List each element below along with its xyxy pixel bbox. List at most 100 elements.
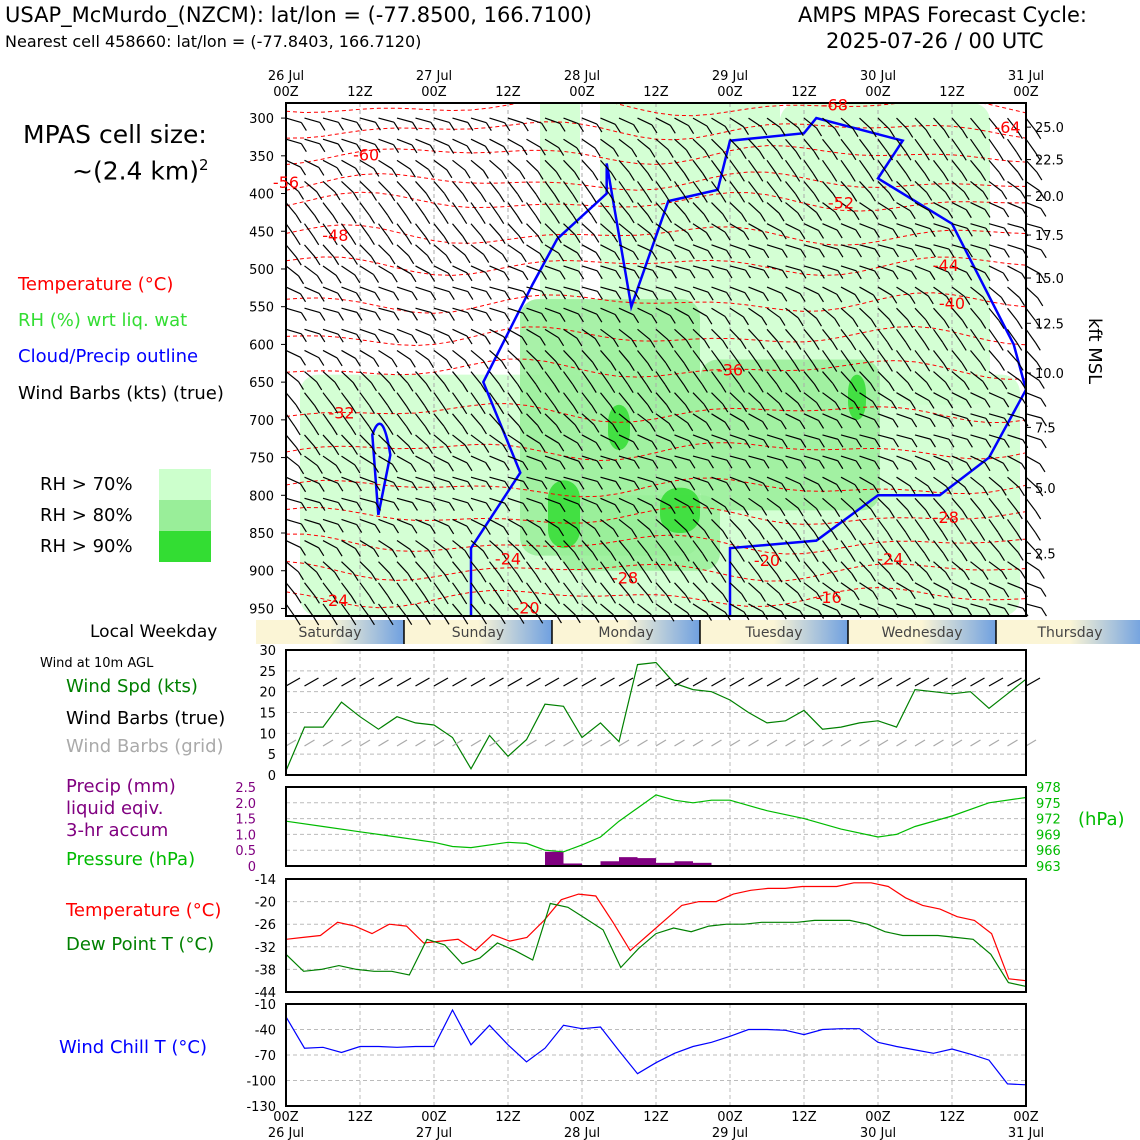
wind-barb [803,540,814,555]
wind-barb-flag [689,291,696,301]
wind-barb [285,265,299,277]
bottom-hour-label: 12Z [347,1110,373,1125]
wind-barb [341,497,358,504]
wind-barb [359,413,370,428]
wind-barb [359,117,376,123]
wind-barb-flag [480,573,487,583]
wind-barb-flag [516,405,523,415]
wind-barb [378,497,395,504]
wind-barb-flag [368,616,375,626]
wind-barb [674,518,687,531]
wind-barb [304,349,320,359]
wind-barb-flag [652,270,659,279]
wind-barb [544,518,559,529]
wind-barb [729,582,743,595]
wind-barb-flag [872,294,879,304]
wind-barb-flag [1040,417,1047,427]
wind-speed-line [285,661,1027,772]
wind-barb-flag [853,401,860,411]
wind-barb-flag [368,595,375,605]
wind-barb-flag [596,270,603,280]
wind-barb-flag [664,194,671,203]
wind-barb-flag [980,130,987,139]
wind-barb [896,434,913,440]
p-tick-label: 500 [249,263,274,278]
wind-barb-flag [688,315,695,325]
wind-barb [322,181,336,193]
wind-barb-flag [984,399,991,408]
wind-barb [785,223,801,232]
wind-barb [859,223,875,231]
wind-barb-flag [985,248,992,258]
wind-barb-flag [590,194,597,203]
local-weekday-label: Local Weekday [90,622,218,642]
wind-barb [600,392,611,406]
wind-barb-flag [559,481,566,490]
wind-barb-flag [1038,190,1045,199]
wind-barb [322,603,333,618]
wind-barb-flag [429,144,436,154]
wind-barb-flag [874,248,881,258]
wind-barb-flag [905,553,912,562]
wind-barb [433,223,445,237]
precip-bar [656,862,675,866]
top-hour-label: 00Z [865,85,891,100]
wind-barb-flag [633,314,640,324]
wind-barb [433,434,447,446]
wind-barb-flag [627,384,634,393]
wind-barb [766,519,778,532]
wind-barb-flag [595,252,602,261]
wind-barb-flag [295,594,302,604]
wind-barb-flag [389,445,396,455]
wind-barb-flag [356,143,363,153]
wind-barb [563,159,575,173]
wind-barb [896,223,912,230]
wind-barb-flag [407,573,414,582]
wind-barb-flag [722,340,729,349]
wind-barb-flag [984,209,991,218]
wind-barb-flag [535,193,542,203]
wind-barb [452,561,464,575]
wind-barb [896,181,909,194]
wind-barb [470,244,485,256]
wind-barb-flag [852,318,859,328]
wind-barb [433,181,445,194]
wind-barb [637,350,649,364]
wind-barb-flag [537,361,544,370]
wind-barb-flag [761,316,768,326]
wind-barb [729,328,742,342]
wind-barb [674,476,690,483]
wind-barb-flag [318,547,325,557]
wind-barb [378,159,393,170]
temp-panel-frame [285,878,1027,993]
wind-barb [304,518,320,525]
wind-barb [970,455,986,464]
weekday-band [848,620,996,644]
wind-barb [600,540,612,554]
wind-barb [637,265,654,271]
wind-barb-flag [628,172,635,181]
wind-barb [692,413,707,424]
wind-barb-flag [1036,361,1043,371]
wind-barb [655,286,672,293]
wind-barb-flag [539,337,546,346]
wind-barb [618,371,629,386]
wind-barb [748,392,761,404]
wind-barb [822,244,839,250]
wind-barb [766,371,778,385]
wind-barb [489,349,502,362]
wind-barb [785,202,799,214]
wind-barb [322,138,339,145]
wind-barb-flag [498,193,505,203]
wind-barb [322,561,336,573]
wind-barb-flag [370,382,377,392]
precip-ytick-label: 1.5 [235,813,256,828]
wind-barb-flag [647,594,654,604]
wind-barb [840,497,854,510]
wind-barb-flag [872,484,879,494]
wind-barb-flag [965,209,972,219]
wind-barb [822,350,833,364]
wind-barb [970,434,987,440]
wind-barb [1025,265,1041,275]
wind-barb [285,582,297,596]
